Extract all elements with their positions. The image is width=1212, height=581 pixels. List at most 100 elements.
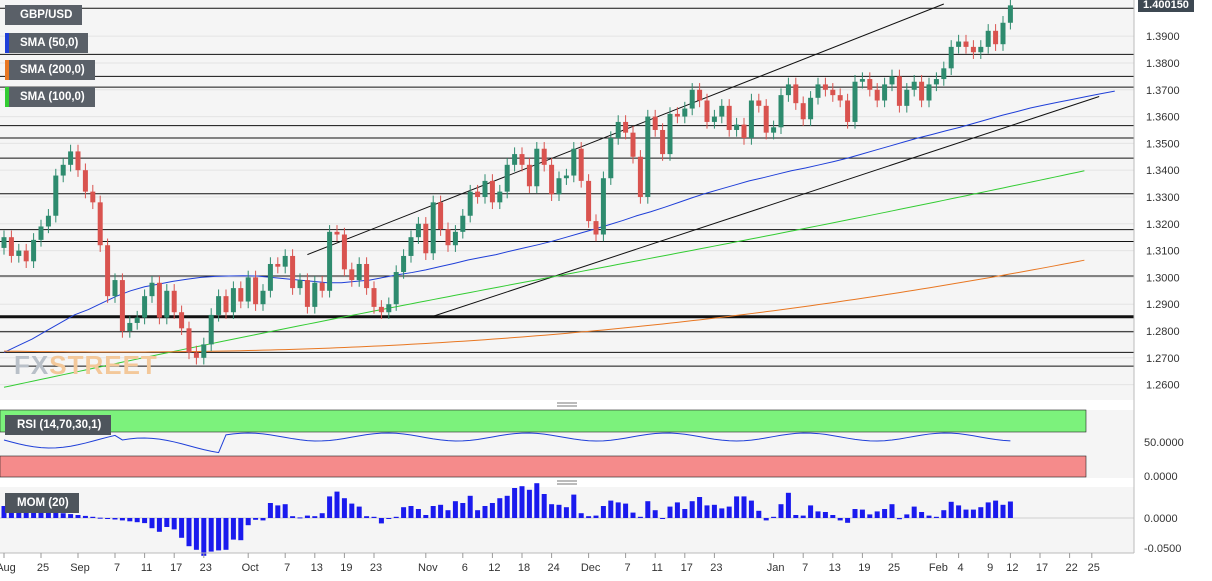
mom-bar <box>408 506 414 518</box>
candle-body <box>608 138 614 179</box>
mom-bar <box>193 518 199 550</box>
sma-100-label[interactable]: SMA (100,0) <box>5 87 95 107</box>
mom-bar <box>423 515 429 518</box>
candle-body <box>549 164 555 195</box>
date-tick-label: 11 <box>651 562 662 574</box>
candle-body <box>919 81 925 101</box>
price-tick-label: 1.2600 <box>1146 380 1180 392</box>
candle-body <box>452 231 458 246</box>
mom-bar <box>615 502 621 518</box>
candle-body <box>904 89 910 106</box>
mom-bar <box>793 515 799 518</box>
mom-bar <box>970 509 976 518</box>
sma-50-label[interactable]: SMA (50,0) <box>5 33 89 53</box>
mom-bar <box>941 510 947 518</box>
mom-bar <box>238 518 244 541</box>
candle-body <box>933 79 939 85</box>
candle-body <box>290 255 296 289</box>
candle-body <box>105 245 111 297</box>
candle-body <box>837 95 843 101</box>
main-panel-bg <box>0 0 1134 400</box>
candle-body <box>223 296 229 313</box>
candle-body <box>171 290 177 313</box>
panel-resize-handle[interactable] <box>557 402 577 407</box>
date-tick-label: 23 <box>710 562 722 574</box>
candle-body <box>697 89 703 101</box>
date-tick-label: 19 <box>340 562 352 574</box>
mom-bar <box>859 509 865 518</box>
mom-bar <box>304 515 310 518</box>
candle-body <box>23 250 29 262</box>
mom-bar <box>726 506 732 518</box>
candle-body <box>504 164 510 192</box>
price-tick-label: 1.3500 <box>1146 138 1180 150</box>
candle-body <box>364 263 370 289</box>
date-tick-label: 22 <box>1065 562 1077 574</box>
mom-bar <box>963 509 969 518</box>
mom-bar <box>23 508 29 518</box>
mom-bar <box>993 500 999 518</box>
candle-body <box>563 175 569 179</box>
date-axis: Aug 25 Sep 7 11 17 23 Oct 7 13 19 23 Nov 6 12 18 24 Dec 7 1… <box>0 552 1134 574</box>
mom-bar <box>31 509 37 518</box>
mom-bar <box>68 514 74 518</box>
mom-bar <box>837 518 843 521</box>
date-tick-label: 12 <box>1006 562 1018 574</box>
mom-bar <box>926 515 932 518</box>
candle-body <box>541 148 547 165</box>
price-tick-label: 1.3000 <box>1146 272 1180 284</box>
candle-body <box>297 280 303 289</box>
date-tick-label: Dec <box>581 562 601 574</box>
mom-bar <box>45 511 51 518</box>
candle-body <box>475 191 481 197</box>
mom-bar <box>312 516 318 518</box>
mom-bar <box>985 502 991 518</box>
mom-bar <box>593 515 599 518</box>
mom-bar <box>112 518 118 520</box>
price-tick-label: 1.3600 <box>1146 112 1180 124</box>
mom-bar <box>253 518 259 520</box>
candle-body <box>593 221 599 235</box>
sma-200-label[interactable]: SMA (200,0) <box>5 60 95 80</box>
mom-bar <box>896 518 902 520</box>
mom-label[interactable]: MOM (20) <box>5 493 79 513</box>
mom-bar <box>134 518 140 523</box>
mom-bar <box>127 518 133 522</box>
date-tick-label: Feb <box>929 562 948 574</box>
date-tick-label: 17 <box>1036 562 1048 574</box>
price-tick-label: 1.3100 <box>1146 246 1180 258</box>
rsi-label[interactable]: RSI (14,70,30,1) <box>5 415 112 435</box>
candle-body <box>852 81 858 122</box>
mom-bar <box>608 500 614 518</box>
candle-body <box>652 116 658 130</box>
mom-bar <box>563 507 569 518</box>
candle-body <box>386 304 392 313</box>
mom-bar <box>53 512 59 518</box>
candle-body <box>600 178 606 235</box>
candle-body <box>371 288 377 307</box>
mom-bar <box>341 498 347 518</box>
candle-body <box>534 148 540 187</box>
candle-body <box>216 296 222 315</box>
candle-body <box>985 30 991 47</box>
candle-body <box>31 239 37 262</box>
candle-body <box>393 272 399 305</box>
panel-resize-handle[interactable] <box>557 480 577 485</box>
instrument-label[interactable]: GBP/USD <box>5 5 83 25</box>
mom-bar <box>904 514 910 518</box>
price-tick-label: 1.3300 <box>1146 192 1180 204</box>
candle-body <box>615 121 621 139</box>
mom-bar <box>512 488 518 518</box>
mom-bar <box>689 501 695 518</box>
mom-bar <box>867 514 873 518</box>
candle-body <box>667 113 673 155</box>
candle-body <box>164 290 170 318</box>
date-tick-label: Nov <box>418 562 438 574</box>
candle-body <box>378 306 384 313</box>
candle-body <box>201 344 207 358</box>
candle-body <box>726 105 732 130</box>
mom-bar <box>630 512 636 518</box>
candle-body <box>526 164 532 187</box>
mom-bar <box>763 518 769 521</box>
sma-50-line <box>3 90 1115 353</box>
